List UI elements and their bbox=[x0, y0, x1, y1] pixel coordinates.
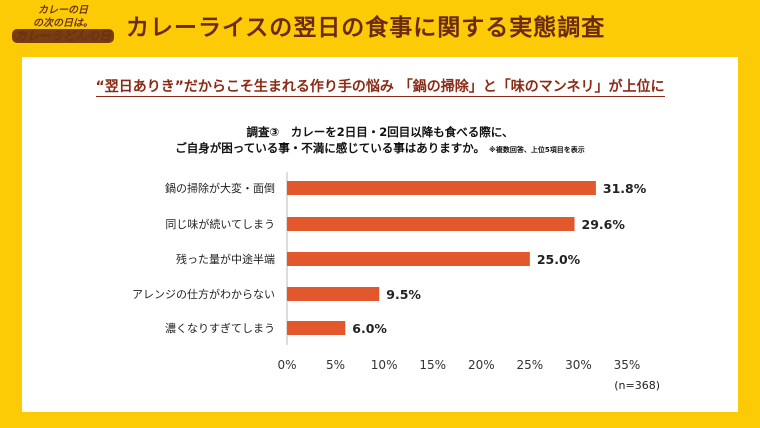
question-line2-text: ご自身が困っている事・不満に感じている事はありますか。 bbox=[175, 141, 485, 155]
value-label: 9.5% bbox=[386, 287, 421, 302]
sample-size-note: (n=368) bbox=[614, 379, 660, 392]
bar bbox=[287, 252, 530, 266]
question-line1: 調査③ カレーを2日目・2回目以降も食べる際に、 bbox=[246, 125, 514, 139]
question-line2: ご自身が困っている事・不満に感じている事はありますか。 ※複数回答、上位5項目を… bbox=[0, 140, 760, 156]
x-tick-label: 30% bbox=[565, 358, 592, 372]
x-tick-label: 5% bbox=[326, 358, 345, 372]
category-label: 残った量が中途半端 bbox=[176, 252, 275, 266]
value-label: 25.0% bbox=[537, 252, 581, 267]
subtitle: “翌日ありき”だからこそ生まれる作り手の悩み 「鍋の掃除」と「味のマンネリ」が上… bbox=[0, 76, 760, 97]
x-tick-label: 35% bbox=[614, 358, 641, 372]
bar bbox=[287, 181, 596, 195]
value-label: 29.6% bbox=[582, 217, 626, 232]
content-panel bbox=[22, 57, 738, 412]
logo-line3: カレーうどんの日 bbox=[11, 29, 114, 43]
bar bbox=[287, 321, 346, 335]
x-tick-label: 0% bbox=[277, 358, 296, 372]
logo-line1: カレーの日 bbox=[38, 5, 88, 16]
category-label: 鍋の掃除が大変・面倒 bbox=[165, 181, 275, 195]
logo: カレーの日 の次の日は。 カレーうどんの日 bbox=[8, 4, 118, 50]
category-label: 濃くなりすぎてしまう bbox=[165, 321, 275, 335]
x-tick-label: 15% bbox=[419, 358, 446, 372]
x-tick-label: 10% bbox=[371, 358, 398, 372]
logo-line2: の次の日は。 bbox=[33, 18, 93, 29]
subtitle-text: “翌日ありき”だからこそ生まれる作り手の悩み 「鍋の掃除」と「味のマンネリ」が上… bbox=[95, 79, 665, 97]
question-note: ※複数回答、上位5項目を表示 bbox=[489, 146, 585, 154]
value-label: 6.0% bbox=[352, 321, 387, 336]
page-title: カレーライスの翌日の食事に関する実態調査 bbox=[126, 15, 606, 41]
x-tick-label: 25% bbox=[517, 358, 544, 372]
category-label: 同じ味が続いてしまう bbox=[165, 217, 275, 231]
x-tick-label: 20% bbox=[468, 358, 495, 372]
category-label: アレンジの仕方がわからない bbox=[132, 287, 275, 301]
bar bbox=[287, 287, 380, 301]
bar bbox=[287, 217, 575, 231]
value-label: 31.8% bbox=[603, 181, 647, 196]
